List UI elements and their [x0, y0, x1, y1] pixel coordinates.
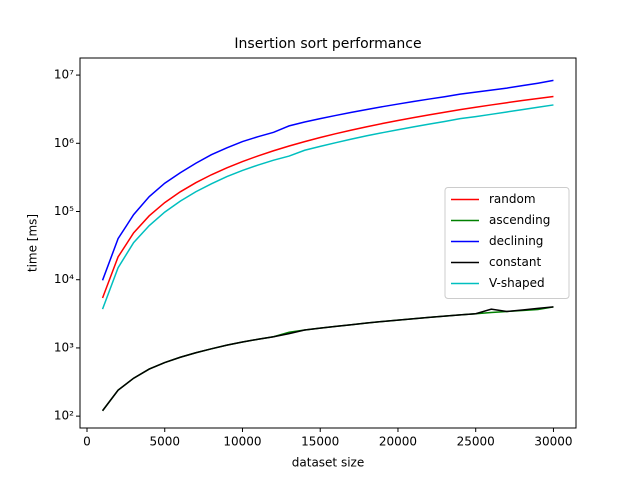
x-tick-label: 15000 — [301, 435, 339, 449]
x-tick-label: 5000 — [149, 435, 180, 449]
series-line — [101, 79, 554, 281]
y-tick-label: 10³ — [54, 340, 74, 354]
series-line — [101, 104, 554, 310]
chart-title: Insertion sort performance — [234, 36, 421, 52]
x-tick-label: 10000 — [223, 435, 261, 449]
x-tick-label: 0 — [83, 435, 91, 449]
legend-box — [444, 187, 570, 299]
x-axis-label: dataset size — [292, 456, 364, 470]
legend-label: V-shaped — [489, 276, 545, 290]
plot-frame — [79, 57, 577, 429]
legend-label: constant — [489, 255, 541, 269]
y-tick-label: 10² — [54, 409, 74, 423]
x-tick-label: 30000 — [534, 435, 572, 449]
y-tick-label: 10⁵ — [54, 204, 74, 218]
legend-label: ascending — [489, 213, 550, 227]
series-line — [101, 95, 554, 299]
y-tick-label: 10⁷ — [54, 68, 74, 82]
legend-label: random — [489, 192, 536, 206]
series-line — [101, 306, 554, 412]
legend-label: declining — [489, 234, 543, 248]
y-tick-label: 10⁴ — [54, 272, 74, 286]
x-tick-label: 20000 — [379, 435, 417, 449]
x-tick-label: 25000 — [457, 435, 495, 449]
y-axis-label: time [ms] — [26, 214, 40, 272]
y-tick-label: 10⁶ — [54, 136, 74, 150]
